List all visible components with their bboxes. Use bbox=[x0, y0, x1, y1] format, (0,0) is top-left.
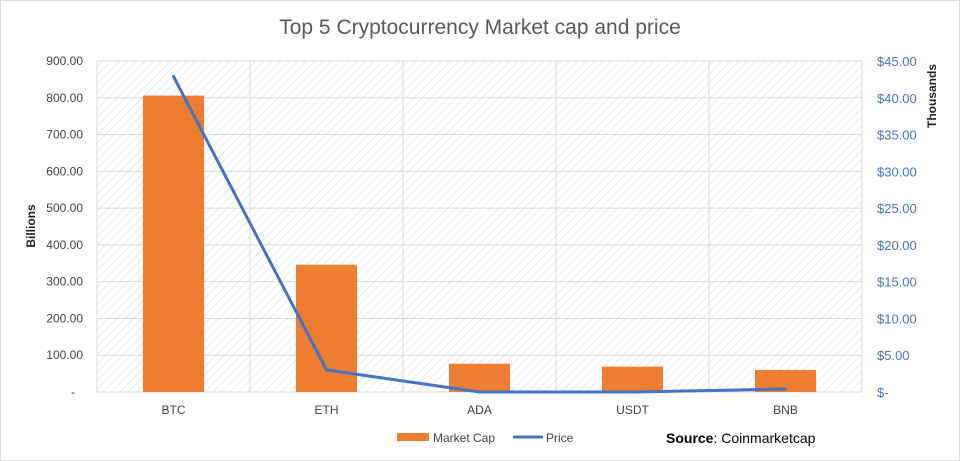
source-label: Source bbox=[666, 430, 714, 446]
left-tick-label: 500.00 bbox=[46, 201, 83, 215]
price-point-btc bbox=[172, 74, 175, 78]
left-tick-label: 300.00 bbox=[46, 275, 83, 289]
legend-label-market-cap: Market Cap bbox=[433, 431, 495, 445]
left-tick-label: 200.00 bbox=[46, 311, 83, 325]
bar-ada bbox=[449, 363, 510, 392]
x-tick-label: BTC bbox=[162, 403, 186, 417]
legend: Market Cap Price bbox=[397, 431, 574, 445]
chart-title: Top 5 Cryptocurrency Market cap and pric… bbox=[279, 16, 681, 39]
left-tick-label: - bbox=[71, 385, 75, 399]
x-tick-label: ETH bbox=[315, 403, 339, 417]
left-tick-label: 700.00 bbox=[46, 128, 83, 142]
line-series bbox=[172, 74, 787, 394]
left-tick-label: 800.00 bbox=[46, 91, 83, 105]
right-tick-label: $5.00 bbox=[877, 348, 910, 363]
bar-usdt bbox=[602, 366, 663, 392]
bar-series bbox=[143, 95, 816, 393]
price-point-usdt bbox=[631, 390, 634, 394]
left-tick-label: 400.00 bbox=[46, 238, 83, 252]
left-axis-label: Billions bbox=[24, 204, 38, 248]
right-axis-label: Thousands bbox=[925, 64, 939, 128]
source-text: : Coinmarketcap bbox=[713, 430, 815, 446]
x-tick-label: BNB bbox=[773, 403, 798, 417]
source-note: Source: Coinmarketcap bbox=[666, 430, 816, 446]
right-tick-label: $30.00 bbox=[877, 164, 917, 179]
bar-btc bbox=[143, 95, 204, 393]
legend-label-price: Price bbox=[546, 431, 574, 445]
price-point-eth bbox=[325, 368, 328, 372]
gridlines bbox=[96, 60, 863, 393]
right-tick-label: $35.00 bbox=[877, 128, 917, 143]
plot-area bbox=[97, 61, 862, 392]
right-tick-label: $15.00 bbox=[877, 275, 917, 290]
bar-bnb bbox=[755, 369, 816, 392]
left-tick-label: 100.00 bbox=[46, 348, 83, 362]
right-tick-label: $25.00 bbox=[877, 201, 917, 216]
right-axis-ticks: $- $5.00 $10.00 $15.00 $20.00 $25.00 $30.00 $35… bbox=[877, 54, 917, 400]
right-tick-label: $45.00 bbox=[877, 54, 917, 69]
legend-swatch-market-cap bbox=[397, 433, 429, 441]
x-tick-label: USDT bbox=[616, 403, 649, 417]
right-tick-label: $10.00 bbox=[877, 311, 917, 326]
right-tick-label: $20.00 bbox=[877, 238, 917, 253]
price-point-bnb bbox=[784, 387, 787, 391]
left-tick-label: 900.00 bbox=[46, 54, 83, 68]
right-tick-label: $- bbox=[877, 385, 889, 400]
right-tick-label: $40.00 bbox=[877, 91, 917, 106]
x-tick-label: ADA bbox=[467, 403, 492, 417]
x-axis-ticks: BTC ETH ADA USDT BNB bbox=[162, 403, 798, 417]
left-tick-label: 600.00 bbox=[46, 164, 83, 178]
left-axis-ticks: - 100.00 200.00 300.00 400.00 500.00 600.00 700… bbox=[46, 54, 83, 399]
price-point-ada bbox=[478, 390, 481, 394]
